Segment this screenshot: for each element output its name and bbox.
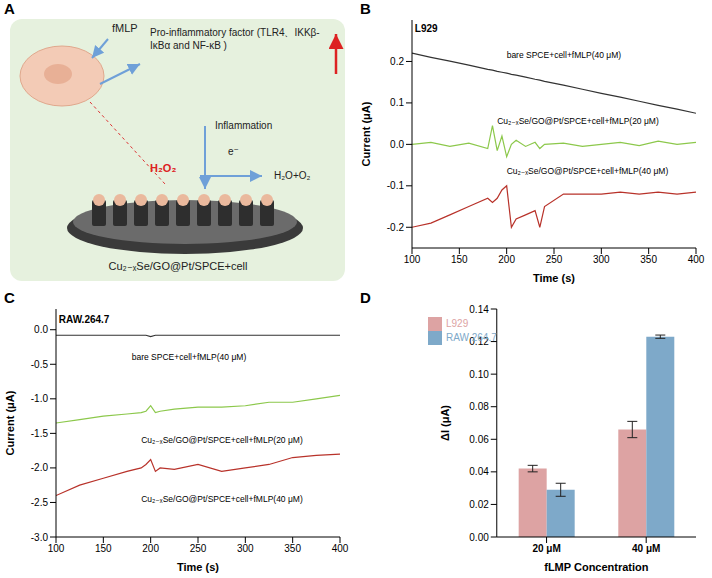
- svg-text:0.04: 0.04: [469, 466, 489, 477]
- svg-text:0.0: 0.0: [34, 324, 48, 335]
- svg-text:-1.0: -1.0: [31, 393, 49, 404]
- svg-text:400: 400: [688, 254, 705, 265]
- svg-text:0.14: 0.14: [469, 304, 489, 315]
- svg-text:-0.2: -0.2: [387, 222, 405, 233]
- svg-text:150: 150: [451, 254, 468, 265]
- svg-text:150: 150: [95, 543, 112, 554]
- svg-text:20 μM: 20 μM: [532, 543, 560, 554]
- svg-text:100: 100: [404, 254, 421, 265]
- svg-text:300: 300: [237, 543, 254, 554]
- svg-text:-2.5: -2.5: [31, 497, 49, 508]
- svg-text:100: 100: [48, 543, 65, 554]
- svg-text:Current (μA): Current (μA): [4, 390, 16, 455]
- svg-text:40 μM: 40 μM: [632, 543, 660, 554]
- svg-text:fLMP Concentration: fLMP Concentration: [544, 561, 649, 573]
- svg-text:0.10: 0.10: [469, 369, 489, 380]
- svg-text:0.0: 0.0: [390, 139, 404, 150]
- svg-text:0.02: 0.02: [469, 499, 489, 510]
- svg-text:-1.5: -1.5: [31, 428, 49, 439]
- svg-text:-0.5: -0.5: [31, 359, 49, 370]
- svg-text:0.2: 0.2: [390, 56, 404, 67]
- svg-text:250: 250: [546, 254, 563, 265]
- svg-text:0.12: 0.12: [469, 336, 489, 347]
- svg-text:Current (μA): Current (μA): [360, 101, 372, 166]
- svg-text:300: 300: [593, 254, 610, 265]
- svg-text:0.1: 0.1: [390, 97, 404, 108]
- svg-text:350: 350: [284, 543, 301, 554]
- svg-text:-0.1: -0.1: [387, 180, 405, 191]
- svg-text:250: 250: [190, 543, 207, 554]
- svg-text:0.06: 0.06: [469, 434, 489, 445]
- svg-text:200: 200: [498, 254, 515, 265]
- svg-text:400: 400: [332, 543, 349, 554]
- svg-text:-2.0: -2.0: [31, 462, 49, 473]
- svg-text:0.08: 0.08: [469, 401, 489, 412]
- svg-text:Time (s): Time (s): [177, 561, 219, 573]
- svg-text:Time (s): Time (s): [533, 272, 575, 284]
- svg-text:-3.0: -3.0: [31, 532, 49, 543]
- svg-text:0.00: 0.00: [469, 532, 489, 543]
- svg-text:200: 200: [142, 543, 159, 554]
- svg-text:350: 350: [640, 254, 657, 265]
- svg-text:ΔI (μA): ΔI (μA): [439, 405, 451, 441]
